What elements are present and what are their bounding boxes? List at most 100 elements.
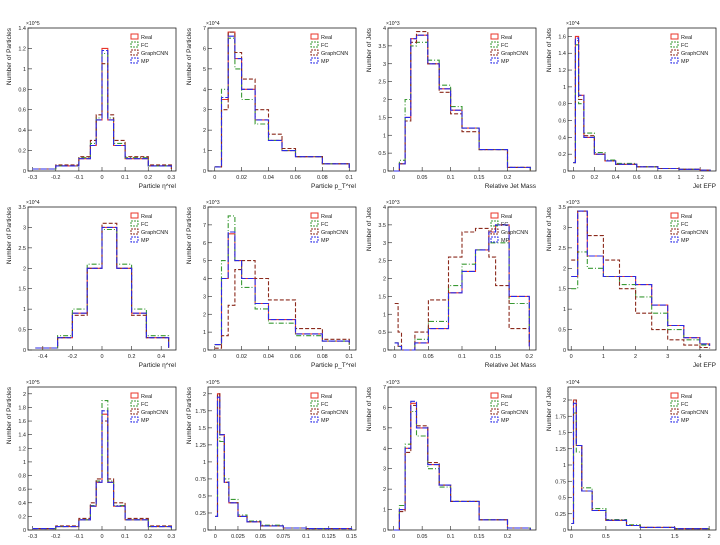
y-tick-label: 1.2 <box>558 68 566 74</box>
series-line-mp <box>35 226 170 349</box>
y-tick-label: 1 <box>563 463 566 469</box>
x-tick-label: -0.3 <box>28 175 37 181</box>
chart-panel-1: 0 0.02 0.04 0.06 0.08 0.1 0 1 2 3 4 5 6 7×10^4 Particl… <box>186 21 357 190</box>
legend-label: FC <box>501 402 508 408</box>
x-tick-label: 0.2 <box>504 175 512 181</box>
legend-swatch-graphcnn <box>490 228 499 235</box>
y-tick-label: 1 <box>23 307 26 313</box>
x-tick-label: 0.2 <box>144 175 152 181</box>
legend-label: GraphCNN <box>321 230 348 236</box>
plot-frame <box>207 386 357 531</box>
x-tick-label: 0 <box>213 175 216 181</box>
x-tick-label: 0.2 <box>144 534 152 540</box>
y-tick-label: 2.5 <box>558 246 566 252</box>
x-tick-label: 0 <box>392 175 395 181</box>
legend-label: Real <box>321 394 332 400</box>
y-tick-label: 1.25 <box>555 447 566 453</box>
y-tick-label: 3 <box>383 62 386 68</box>
y-tick-label: 0 <box>203 528 206 534</box>
y-tick-label: 0.75 <box>195 477 206 483</box>
legend-label: GraphCNN <box>321 51 348 57</box>
y-tick-label: 0.2 <box>18 514 26 520</box>
y-tick-label: 1.6 <box>18 419 26 425</box>
x-tick-label: 0.02 <box>236 354 247 360</box>
y-tick-label: 0.8 <box>18 474 26 480</box>
x-tick-label: 4 <box>698 354 701 360</box>
y-tick-label: 1.8 <box>18 405 26 411</box>
y-tick-label: 0 <box>383 348 386 354</box>
chart-panel-9: 0 0.025 0.05 0.075 0.1 0.125 0.15 0 0.25 0.5 0.75 1… <box>186 380 357 545</box>
legend-label: GraphCNN <box>141 51 168 57</box>
x-tick-label: 0.15 <box>346 534 357 540</box>
series-line-mp <box>393 400 531 531</box>
chart-panel-11: 00.511.5200.250.50.7511.251.51.752×10^4J… <box>546 380 717 545</box>
legend-label: MP <box>681 418 690 424</box>
y-exponent-label: ×10^3 <box>566 200 580 206</box>
y-tick-label: 0.4 <box>558 135 566 141</box>
y-tick-label: 0.6 <box>558 119 566 125</box>
y-tick-label: 0.25 <box>555 512 566 518</box>
legend-swatch-real <box>310 33 319 40</box>
legend-swatch-fc <box>670 400 679 407</box>
y-tick-label: 7 <box>203 26 206 32</box>
y-tick-label: 1.5 <box>378 294 386 300</box>
legend-swatch-real <box>490 33 499 40</box>
legend-swatch-mp <box>490 416 499 423</box>
series-line-fc <box>571 412 710 530</box>
legend-swatch-mp <box>130 416 139 423</box>
x-tick-label: 3 <box>666 354 669 360</box>
y-tick-label: 2 <box>23 266 26 272</box>
legend-label: GraphCNN <box>321 410 348 416</box>
legend-label: Real <box>681 214 692 220</box>
y-tick-label: 0 <box>203 348 206 354</box>
x-tick-label: 1 <box>602 354 605 360</box>
y-tick-label: 0 <box>23 348 26 354</box>
x-tick-label: 0.4 <box>612 175 620 181</box>
series-line-fc <box>214 37 350 168</box>
legend-swatch-mp <box>490 57 499 64</box>
x-tick-label: 1.5 <box>671 534 679 540</box>
legend-swatch-graphcnn <box>670 49 679 56</box>
legend-swatch-real <box>130 392 139 399</box>
plot-frame <box>387 27 537 172</box>
y-tick-label: 4 <box>383 26 386 32</box>
legend-label: Real <box>501 394 512 400</box>
series-line-mp <box>214 231 350 346</box>
legend-swatch-graphcnn <box>670 228 679 235</box>
y-tick-label: 3 <box>383 467 386 473</box>
legend-label: GraphCNN <box>681 410 708 416</box>
x-tick-label: 0.05 <box>255 534 266 540</box>
x-tick-label: 0.1 <box>302 534 310 540</box>
x-tick-label: 0.3 <box>168 534 176 540</box>
y-tick-label: 3 <box>383 241 386 247</box>
y-exponent-label: ×10^5 <box>26 21 40 27</box>
series-line-graphcnn <box>214 260 350 349</box>
legend-label: Real <box>321 214 332 220</box>
y-tick-label: 2.5 <box>378 80 386 86</box>
y-tick-label: 2 <box>203 392 206 398</box>
y-tick-label: 1 <box>383 312 386 318</box>
legend-swatch-graphcnn <box>670 408 679 415</box>
y-tick-label: 1.5 <box>198 426 206 432</box>
legend-label: GraphCNN <box>141 230 168 236</box>
legend-label: Real <box>321 35 332 41</box>
y-exponent-label: ×10^3 <box>386 21 400 27</box>
x-tick-label: 1 <box>639 534 642 540</box>
legend-swatch-graphcnn <box>310 408 319 415</box>
y-tick-label: 1.5 <box>18 287 26 293</box>
plot-frame <box>387 386 537 531</box>
y-tick-label: 0.2 <box>558 152 566 158</box>
y-tick-label: 6 <box>203 241 206 247</box>
y-tick-label: 0.2 <box>18 149 26 155</box>
y-exponent-label: ×10^4 <box>566 380 580 386</box>
y-axis-label: Number of Jets <box>546 27 553 72</box>
y-tick-label: 1.2 <box>18 446 26 452</box>
x-tick-label: 0.2 <box>128 354 136 360</box>
legend-label: MP <box>321 59 330 65</box>
y-tick-label: 0.5 <box>378 330 386 336</box>
y-tick-label: 1.5 <box>558 287 566 293</box>
y-tick-label: 1 <box>23 67 26 73</box>
x-tick-label: -0.1 <box>74 534 83 540</box>
legend-swatch-fc <box>670 220 679 227</box>
y-tick-label: 4 <box>203 277 206 283</box>
